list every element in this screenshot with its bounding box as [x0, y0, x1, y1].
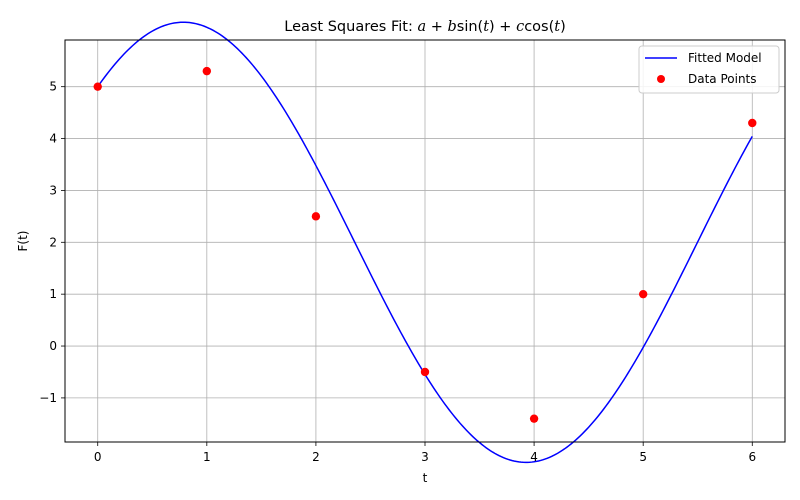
- legend: Fitted Model Data Points: [638, 45, 780, 94]
- title-var-t1: t: [483, 19, 489, 35]
- x-tick-label: 0: [94, 450, 102, 464]
- x-tick-label: 3: [421, 450, 429, 464]
- x-tick-label: 2: [312, 450, 320, 464]
- title-var-a: a: [417, 19, 426, 35]
- legend-label-fitted-model: Fitted Model: [688, 51, 762, 65]
- x-axis-label: t: [423, 471, 428, 485]
- data-point: [93, 82, 102, 91]
- y-tick-label: 0: [49, 339, 57, 353]
- x-tick-label: 1: [203, 450, 211, 464]
- x-tick-label: 6: [748, 450, 756, 464]
- title-cos: cos(: [524, 19, 554, 35]
- y-axis-ticks: −1 0 1 2 3 4 5: [39, 80, 65, 405]
- y-tick-label: 3: [49, 183, 57, 197]
- title-close: ): [560, 19, 566, 35]
- data-point: [529, 414, 539, 423]
- data-point: [638, 289, 648, 299]
- data-point: [420, 367, 430, 377]
- y-axis-label: F(t): [16, 231, 30, 252]
- title-var-t2: t: [554, 19, 560, 35]
- y-tick-label: 1: [49, 287, 57, 301]
- title-var-c: c: [516, 19, 524, 35]
- data-points-group: [93, 66, 757, 423]
- legend-label-data-points: Data Points: [688, 72, 757, 86]
- data-point: [311, 212, 321, 221]
- y-tick-label: 5: [49, 80, 57, 94]
- x-axis-ticks: 0 1 2 3 4 5 6: [94, 442, 756, 464]
- x-tick-label: 5: [639, 450, 647, 464]
- y-tick-label: 2: [49, 235, 57, 249]
- x-tick-label: 4: [530, 450, 538, 464]
- chart-title-prefix: Least Squares Fit:: [284, 19, 417, 35]
- legend-marker-swatch: [657, 75, 665, 83]
- data-point: [202, 66, 212, 76]
- title-plus-2: ) +: [489, 19, 516, 35]
- chart-title: Least Squares Fit: a + bsin(t) + ccos(t): [284, 19, 566, 35]
- title-plus-1: +: [426, 19, 447, 35]
- title-var-b: b: [447, 19, 456, 35]
- data-point: [748, 118, 757, 128]
- grid: [65, 40, 785, 442]
- y-tick-label: 4: [49, 132, 57, 146]
- y-tick-label: −1: [39, 391, 57, 405]
- title-sin: sin(: [457, 19, 483, 35]
